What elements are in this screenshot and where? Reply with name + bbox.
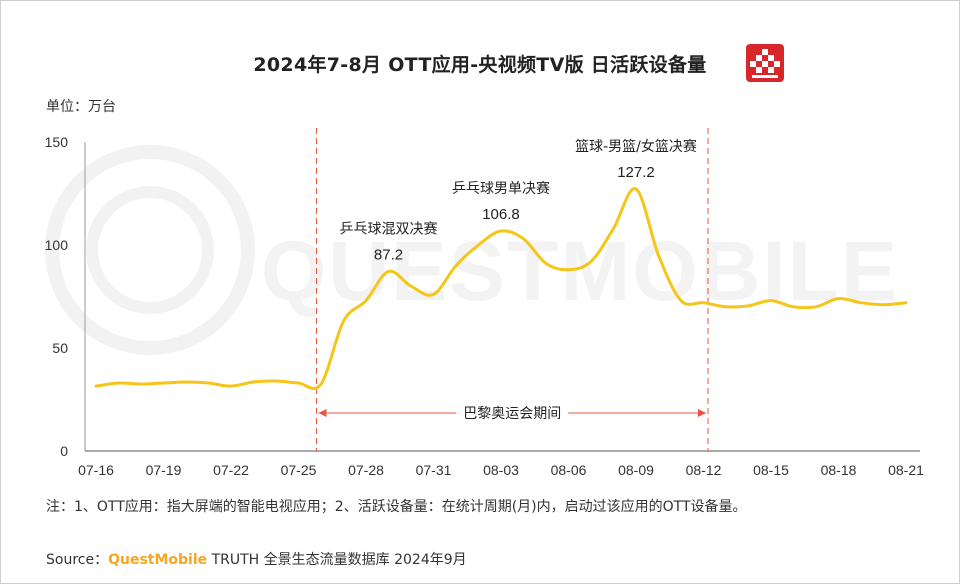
x-tick-label: 08-09 xyxy=(618,462,654,478)
series-line xyxy=(94,187,908,390)
x-tick-label: 08-15 xyxy=(753,462,789,478)
arrow-right-icon xyxy=(698,409,706,417)
data-label: 87.2 xyxy=(374,246,403,263)
period-label: 巴黎奥运会期间 xyxy=(463,405,561,422)
source-line: Source：QuestMobile TRUTH 全景生态流量数据库 2024年… xyxy=(46,549,467,569)
y-tick-label: 100 xyxy=(45,237,69,253)
watermark-ring-icon xyxy=(86,186,214,314)
watermark-ring-icon xyxy=(45,145,255,355)
chart-title: 2024年7-8月 OTT应用-央视频TV版 日活跃设备量 xyxy=(253,54,707,76)
x-tick-label: 08-12 xyxy=(686,462,722,478)
source-brand: QuestMobile xyxy=(108,552,208,568)
source-prefix: Source： xyxy=(46,552,109,568)
watermark-text: QUESTMOBILE xyxy=(261,224,899,318)
footnote: 注：1、OTT应用：指大屏端的智能电视应用；2、活跃设备量：在统计周期(月)内，… xyxy=(46,499,747,515)
event-annotation: 乒乓球男单决赛 xyxy=(452,181,550,197)
x-tick-label: 08-21 xyxy=(888,462,924,478)
data-label: 127.2 xyxy=(617,164,655,181)
x-tick-label: 07-22 xyxy=(213,462,249,478)
x-tick-label: 07-31 xyxy=(416,462,452,478)
y-tick-label: 150 xyxy=(45,134,69,150)
questmobile-logo-icon xyxy=(746,44,784,82)
x-tick-label: 08-18 xyxy=(821,462,857,478)
x-tick-label: 07-28 xyxy=(348,462,384,478)
x-tick-label: 08-03 xyxy=(483,462,519,478)
arrow-left-icon xyxy=(318,409,327,417)
x-tick-label: 07-25 xyxy=(281,462,317,478)
y-tick-label: 0 xyxy=(60,443,68,459)
period-label-bg xyxy=(456,403,569,423)
data-label: 106.8 xyxy=(482,206,520,223)
x-tick-label: 08-06 xyxy=(551,462,587,478)
event-annotation: 乒乓球混双决赛 xyxy=(340,221,438,237)
x-tick-label: 07-16 xyxy=(78,462,114,478)
y-tick-label: 50 xyxy=(52,340,68,356)
x-tick-label: 07-19 xyxy=(146,462,182,478)
watermark: QUESTMOBILE xyxy=(45,145,899,355)
source-suffix: TRUTH 全景生态流量数据库 2024年9月 xyxy=(207,552,467,568)
unit-label: 单位：万台 xyxy=(46,99,116,115)
event-annotation: 篮球-男篮/女篮决赛 xyxy=(575,138,697,155)
